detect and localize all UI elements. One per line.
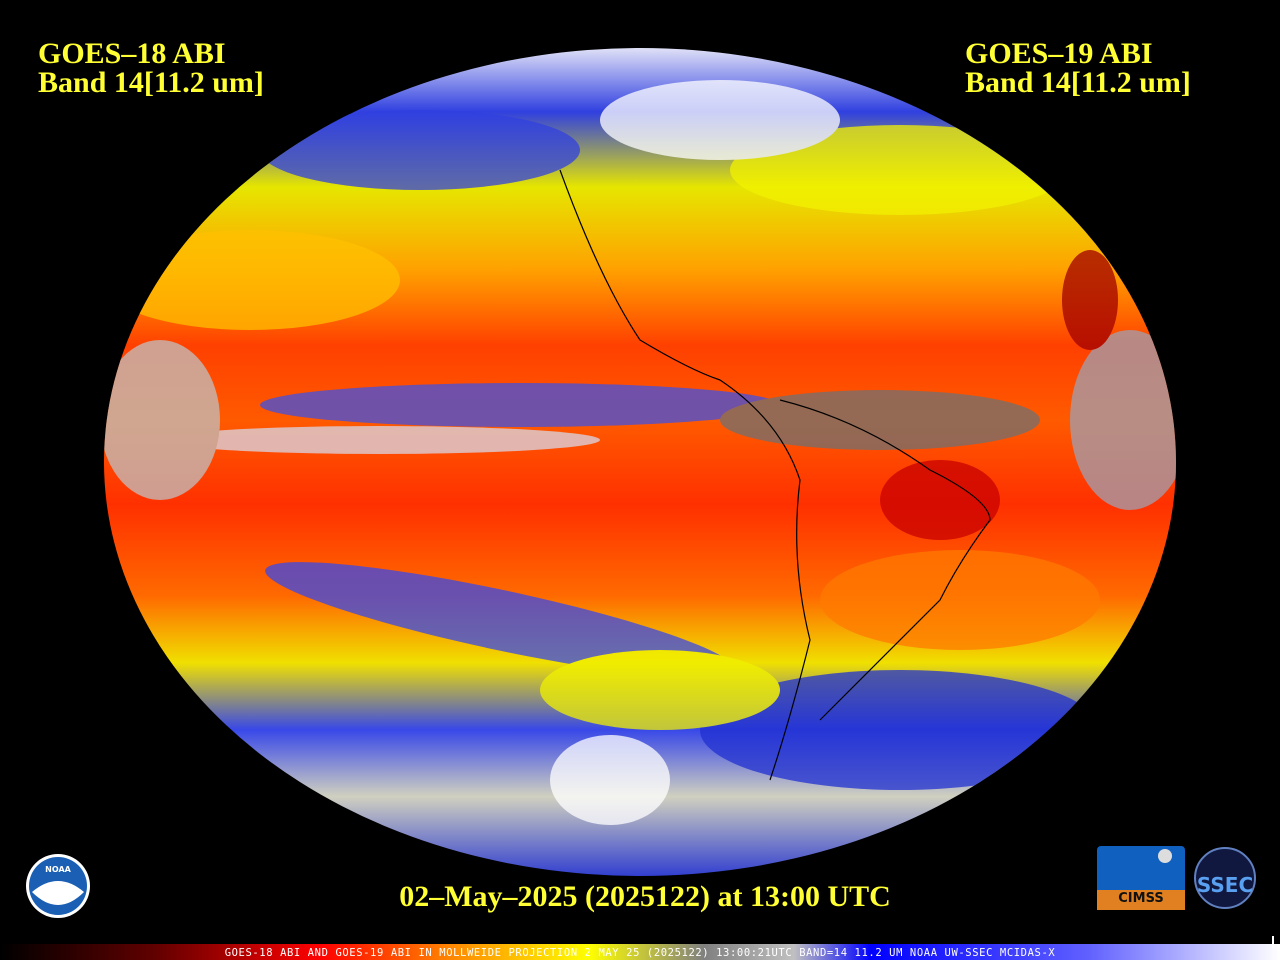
noaa-logo: NOAA (26, 854, 90, 918)
right-title: GOES–19 ABI (965, 37, 1153, 70)
noaa-text: NOAA (45, 865, 71, 874)
marker (1272, 936, 1274, 948)
cloud-bands (104, 80, 1176, 825)
left-band: Band 14[11.2 um] (38, 66, 264, 99)
timestamp: 02–May–2025 (2025122) at 13:00 UTC (399, 880, 891, 913)
left-title: GOES–18 ABI (38, 37, 226, 70)
colorbar (0, 944, 1280, 960)
ssec-logo: SSEC (1194, 847, 1256, 909)
globe-image (104, 48, 1176, 876)
cimss-text: CIMSS (1118, 891, 1163, 906)
ssec-text: SSEC (1197, 873, 1253, 897)
cimss-logo: CIMSS (1097, 846, 1185, 910)
colorbar-caption: GOES-18 ABI AND GOES-19 ABI IN MOLLWEIDE… (225, 947, 1056, 959)
coastlines (559, 169, 991, 781)
right-band: Band 14[11.2 um] (965, 66, 1191, 99)
